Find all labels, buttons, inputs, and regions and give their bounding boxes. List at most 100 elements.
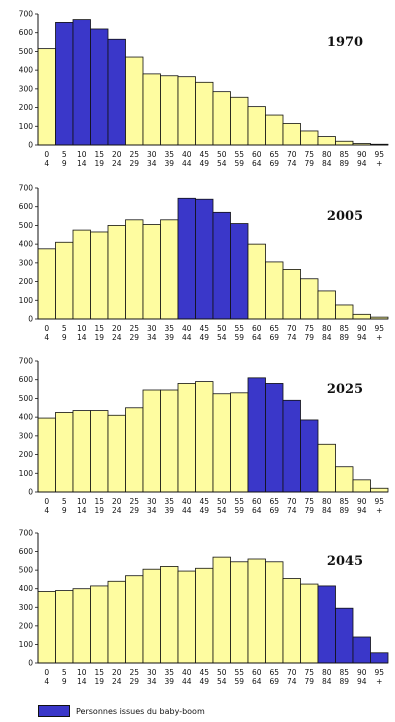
x-tick-label-start: 55 [234, 668, 244, 677]
x-tick-label-start: 20 [112, 668, 122, 677]
bar-10-14 [72, 229, 91, 320]
x-tick-label-start: 85 [339, 324, 349, 333]
x-tick-label-end: 34 [147, 506, 157, 515]
bar-90-94 [352, 313, 371, 320]
bar-45-49 [195, 198, 214, 320]
chart-title: 1970 [327, 35, 363, 50]
bar-10-14 [72, 410, 91, 493]
x-tick-label-start: 35 [164, 150, 174, 159]
x-tick-label-start: 20 [112, 150, 122, 159]
x-tick-label-end: 59 [234, 159, 244, 168]
x-tick-label-end: 14 [77, 677, 87, 686]
y-tick-label: 300 [19, 431, 34, 440]
y-tick-label: 700 [19, 184, 34, 193]
x-tick-label-end: 54 [217, 159, 227, 168]
bar-25-29 [125, 575, 144, 664]
x-tick-label-end: + [376, 333, 382, 342]
x-tick-label-start: 45 [199, 668, 209, 677]
bar-10-14 [72, 19, 91, 146]
x-tick-label-start: 30 [147, 497, 157, 506]
x-tick-label-end: 19 [94, 677, 104, 686]
bar-40-44 [177, 570, 196, 664]
x-tick-label-end: 54 [217, 333, 227, 342]
x-tick-label-start: 35 [164, 324, 174, 333]
bar-20-24 [107, 225, 126, 320]
x-tick-label-end: 19 [94, 506, 104, 515]
bar-60-64 [247, 106, 266, 146]
bar-40-44 [177, 197, 196, 320]
x-tick-label-start: 85 [339, 497, 349, 506]
x-tick-label-start: 15 [94, 497, 104, 506]
x-tick-label-start: 30 [147, 150, 157, 159]
bar-55-59 [230, 392, 249, 493]
x-tick-label-start: 70 [287, 324, 297, 333]
bar-85-89 [335, 607, 354, 664]
chart-title: 2025 [327, 382, 363, 397]
x-tick-label-end: 9 [62, 333, 67, 342]
y-tick-label: 200 [19, 103, 34, 112]
bar-60-64 [247, 377, 266, 493]
bar-5-9 [55, 22, 74, 146]
x-tick-label-end: 64 [252, 333, 262, 342]
bar-15-19 [90, 585, 109, 664]
x-tick-label-start: 10 [77, 668, 87, 677]
x-tick-label-end: 94 [357, 159, 367, 168]
y-tick-label: 200 [19, 450, 34, 459]
x-tick-label-end: 94 [357, 333, 367, 342]
bar-25-29 [125, 56, 144, 146]
x-tick-label-start: 10 [77, 497, 87, 506]
y-tick-label: 600 [19, 28, 34, 37]
bar-0-4 [37, 248, 56, 320]
bar-25-29 [125, 407, 144, 493]
bar-55-59 [230, 561, 249, 664]
x-tick-label-end: 29 [129, 333, 139, 342]
x-tick-label-end: 89 [339, 677, 349, 686]
x-tick-label-start: 70 [287, 497, 297, 506]
x-tick-label-end: 79 [304, 677, 314, 686]
x-tick-label-end: 4 [44, 333, 49, 342]
x-tick-label-start: 45 [199, 150, 209, 159]
chart-2005: 0100200300400500600700045910141519202425… [19, 184, 389, 342]
bar-90-94 [352, 479, 371, 493]
bar-85-89 [335, 466, 354, 493]
bar-50-54 [212, 556, 231, 664]
y-tick-label: 0 [28, 315, 33, 324]
x-tick-label-start: 5 [62, 668, 67, 677]
x-tick-label-start: 65 [269, 497, 279, 506]
x-tick-label-start: 70 [287, 150, 297, 159]
x-tick-label-end: 14 [77, 159, 87, 168]
bar-40-44 [177, 76, 196, 146]
x-tick-label-start: 30 [147, 668, 157, 677]
chart-2045: 0100200300400500600700045910141519202425… [19, 529, 389, 686]
y-tick-label: 500 [19, 394, 34, 403]
x-tick-label-start: 45 [199, 324, 209, 333]
y-tick-label: 600 [19, 375, 34, 384]
bar-5-9 [55, 412, 74, 493]
x-tick-label-end: 69 [269, 333, 279, 342]
x-tick-label-start: 55 [234, 324, 244, 333]
bar-95+ [370, 652, 389, 664]
y-tick-label: 0 [28, 488, 33, 497]
x-tick-label-start: 75 [304, 668, 314, 677]
x-tick-label-end: 34 [147, 677, 157, 686]
bar-60-64 [247, 558, 266, 664]
x-tick-label-end: 39 [164, 506, 174, 515]
x-tick-label-end: 49 [199, 506, 209, 515]
x-tick-label-start: 50 [217, 497, 227, 506]
bar-80-84 [317, 443, 336, 493]
x-tick-label-start: 10 [77, 150, 87, 159]
y-tick-label: 400 [19, 66, 34, 75]
x-tick-label-start: 25 [129, 324, 139, 333]
x-tick-label-end: 9 [62, 159, 67, 168]
x-tick-label-end: 19 [94, 159, 104, 168]
x-tick-label-start: 85 [339, 150, 349, 159]
x-tick-label-start: 65 [269, 668, 279, 677]
x-tick-label-start: 90 [357, 150, 367, 159]
chart-title: 2005 [327, 209, 363, 224]
bar-55-59 [230, 223, 249, 320]
x-tick-label-end: 49 [199, 333, 209, 342]
x-tick-label-end: 59 [234, 506, 244, 515]
y-tick-label: 300 [19, 258, 34, 267]
x-tick-label-start: 40 [182, 668, 192, 677]
bar-0-4 [37, 417, 56, 493]
